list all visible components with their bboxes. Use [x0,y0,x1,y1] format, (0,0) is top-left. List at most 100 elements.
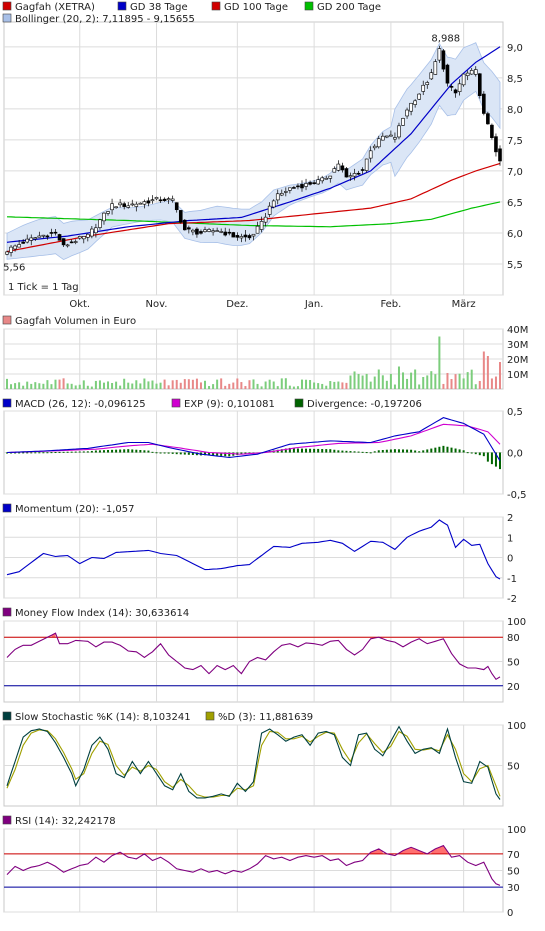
candle-body [239,236,244,239]
volume-bar [381,375,384,389]
volume-bar [309,380,312,389]
ytick-stochastic-0: 50 [507,762,520,773]
candle-body [211,230,215,233]
volume-bar [385,380,388,389]
divergence-bar [442,445,445,453]
volume-bar [414,369,417,389]
candle-body [29,237,34,241]
legend-label-volume-0: Gagfah Volumen in Euro [15,316,136,327]
volume-bar [228,383,231,389]
legend-swatch-price-4 [2,13,12,23]
momentum-line [6,519,501,580]
volume-bar [454,374,457,389]
legend-label-macd-2: Divergence: -0,197206 [307,399,422,410]
candle-body [9,246,13,253]
candle-body [271,200,276,208]
divergence-bar [42,452,45,454]
candle-body [368,150,373,159]
candle-body [340,165,345,171]
divergence-bar [212,452,215,456]
volume-bar [195,378,198,389]
volume-bar [208,386,211,389]
volume-bar [442,383,445,389]
stoch-k-line [6,725,501,800]
rsi-overbought-fill-97 [399,847,424,854]
divergence-bar [107,450,110,453]
candle-body [178,210,183,223]
ytick-momentum-2: 0 [507,554,513,565]
candle-body [219,231,223,233]
divergence-bar [402,449,405,453]
divergence-bar [434,447,437,453]
divergence-bar [147,450,150,453]
legend-swatch-mfi-0 [2,607,12,617]
volume-bar [115,381,118,389]
divergence-bar [183,452,186,455]
volume-bar [341,382,344,389]
volume-bar [204,380,207,389]
volume-bar [402,372,405,389]
divergence-bar [111,449,114,453]
divergence-bar [208,452,211,456]
candle-body [473,69,478,75]
candle-body [126,205,131,208]
ytick-volume-0: 10M [507,370,528,381]
candle-body [187,227,191,230]
volume-bar [458,373,461,389]
ytick-momentum-0: -2 [507,594,517,605]
volume-bar [131,383,134,389]
rsi-overbought-fill-105 [431,845,448,854]
volume-bar [422,377,425,389]
volume-bar [284,378,287,389]
divergence-bar [414,450,417,453]
divergence-bar [313,448,316,453]
volume-bar [50,384,53,389]
divergence-bar [474,452,477,455]
volume-bar [349,375,352,389]
legend-swatch-momentum-0 [2,503,12,513]
candle-body [267,205,272,215]
divergence-bar [127,449,130,453]
candle-body [494,136,498,153]
legend-swatch-volume-0 [2,315,12,325]
volume-bar [325,385,328,389]
divergence-bar [119,449,122,453]
divergence-bar [341,450,344,453]
ytick-volume-2: 30M [507,340,528,351]
candle-body [320,177,324,182]
volume-bar [94,380,97,389]
divergence-bar [305,448,308,453]
candle-body [199,231,203,234]
candle-body [457,83,462,92]
ytick-rsi-1: 30 [507,883,520,894]
candle-body [284,191,288,193]
volume-bar [183,379,186,389]
candle-body [41,234,46,237]
legend-swatch-price-1 [117,1,127,11]
candle-body [490,124,494,138]
legend-label-price-1: GD 38 Tage [130,2,188,13]
divergence-bar [345,450,348,453]
volume-bar [38,383,41,389]
divergence-bar [82,451,85,453]
divergence-bar [38,452,41,454]
candle-body [316,179,320,185]
ytick-price-5: 7,5 [507,136,523,147]
volume-bar [321,383,324,389]
candle-body [203,229,207,233]
stoch-d-line [6,729,501,798]
divergence-bar [406,449,409,453]
candle-body [498,148,502,162]
divergence-bar [159,452,162,454]
volume-bar [14,383,17,389]
volume-bar [313,382,316,389]
annotation-0: 8,988 [431,34,460,45]
legend-label-stochastic-1: %D (3): 11,881639 [218,712,313,723]
candle-body [94,227,98,234]
volume-bar [187,379,190,389]
divergence-bar [6,452,8,454]
divergence-bar [94,450,97,453]
volume-bar [127,382,130,389]
candle-body [25,238,30,243]
candle-body [195,228,199,235]
